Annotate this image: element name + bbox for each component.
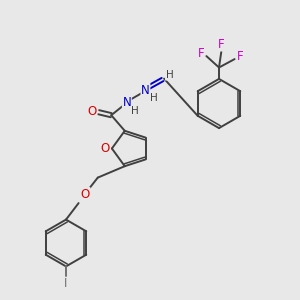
Text: H: H [150,93,158,103]
Text: O: O [87,105,97,118]
Text: F: F [237,50,243,63]
Text: N: N [122,96,131,109]
Text: F: F [198,47,204,60]
Text: H: H [166,70,173,80]
Text: H: H [131,106,139,116]
Text: N: N [141,83,150,97]
Text: I: I [64,277,68,290]
Text: O: O [101,142,110,155]
Text: F: F [218,38,225,51]
Text: O: O [81,188,90,201]
